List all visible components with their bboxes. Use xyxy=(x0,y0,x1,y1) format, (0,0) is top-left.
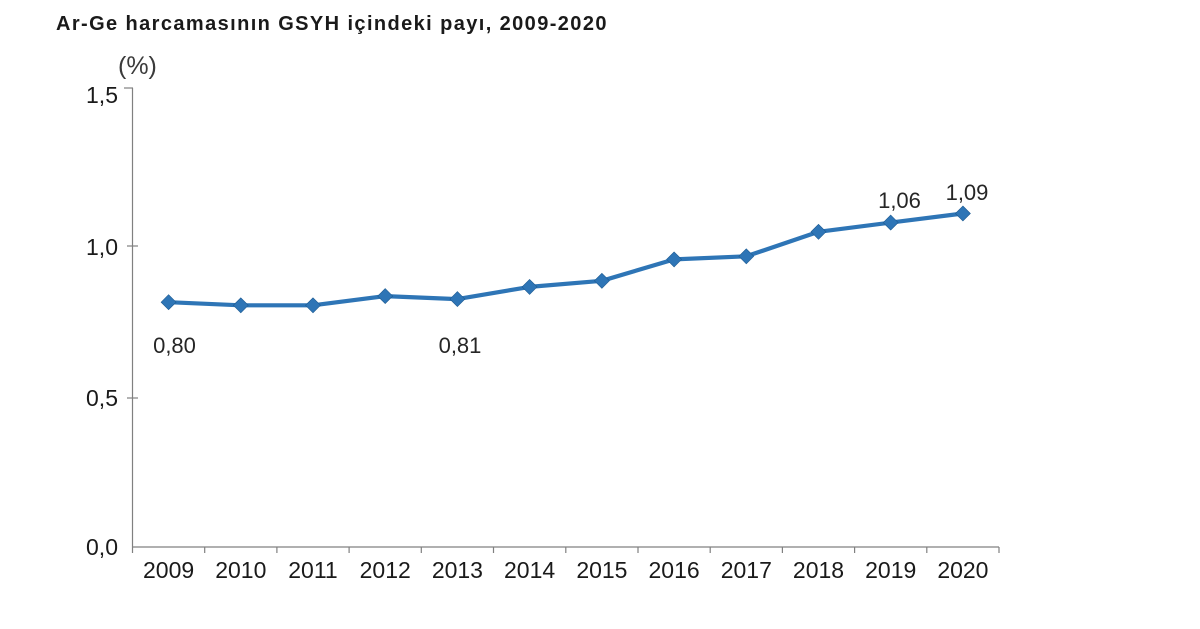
svg-text:2016: 2016 xyxy=(649,557,700,583)
svg-text:2011: 2011 xyxy=(288,557,337,583)
svg-text:2015: 2015 xyxy=(576,557,627,583)
svg-text:1,06: 1,06 xyxy=(878,188,921,213)
svg-text:2013: 2013 xyxy=(432,557,483,583)
svg-text:1,09: 1,09 xyxy=(946,180,989,205)
svg-text:0,80: 0,80 xyxy=(153,333,196,358)
svg-text:2009: 2009 xyxy=(143,557,194,583)
svg-text:2017: 2017 xyxy=(721,557,772,583)
svg-text:0,0: 0,0 xyxy=(86,534,118,560)
svg-text:0,5: 0,5 xyxy=(86,385,118,411)
svg-text:2019: 2019 xyxy=(865,557,916,583)
svg-text:0,81: 0,81 xyxy=(439,333,482,358)
svg-text:2012: 2012 xyxy=(360,557,411,583)
svg-text:1,5: 1,5 xyxy=(86,82,118,108)
svg-text:2010: 2010 xyxy=(215,557,266,583)
svg-text:2014: 2014 xyxy=(504,557,555,583)
svg-text:2018: 2018 xyxy=(793,557,844,583)
svg-text:1,0: 1,0 xyxy=(86,234,118,260)
svg-text:2020: 2020 xyxy=(937,557,988,583)
